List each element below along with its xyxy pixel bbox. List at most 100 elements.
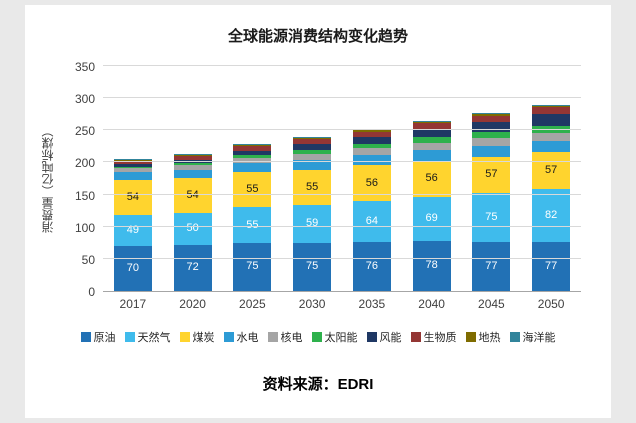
bar-segment-地热[interactable] [352,130,391,132]
bar-segment-风能[interactable] [532,114,571,127]
bar-segment-煤炭[interactable]: 56 [352,165,391,202]
legend-label: 煤炭 [192,332,215,344]
bar-segment-地热[interactable] [472,114,511,116]
bar-segment-原油[interactable]: 70 [113,246,152,291]
bar-2025[interactable]: 75 55 55 [233,144,272,291]
bar-segment-太阳能[interactable] [173,163,212,166]
bar-segment-太阳能[interactable] [293,150,332,155]
bar-segment-海洋能[interactable] [113,159,152,160]
bar-segment-地热[interactable] [412,121,451,124]
bar-segment-地热[interactable] [293,138,332,140]
bar-segment-水电[interactable] [173,169,212,178]
bar-segment-水电[interactable] [113,172,152,180]
bar-segment-天然气[interactable]: 59 [293,204,332,243]
bar-segment-核电[interactable] [532,132,571,141]
bar-segment-风能[interactable] [233,150,272,156]
bar-segment-生物质[interactable] [113,160,152,165]
bar-segment-天然气[interactable]: 75 [472,193,511,242]
bar-segment-生物质[interactable] [233,146,272,151]
bar-segment-海洋能[interactable] [412,120,451,122]
bar-segment-原油[interactable]: 77 [532,241,571,291]
bar-2050[interactable]: 77 82 57 [532,104,571,291]
bar-segment-水电[interactable] [233,163,272,173]
bar-segment-太阳能[interactable] [412,137,451,143]
bar-segment-海洋能[interactable] [293,136,332,139]
bar-segment-风能[interactable] [293,144,332,151]
bar-segment-天然气[interactable]: 64 [352,201,391,243]
bar-segment-生物质[interactable] [532,107,571,115]
y-axis-title: 消费量（亿吨标煤） [41,125,55,234]
bar-segment-风能[interactable] [352,136,391,144]
legend-item-地热[interactable]: 地热 [465,329,501,345]
bar-segment-生物质[interactable] [472,115,511,122]
bar-segment-煤炭[interactable]: 55 [293,169,332,205]
legend-item-风能[interactable]: 风能 [366,329,402,345]
bar-segment-天然气[interactable]: 69 [412,196,451,241]
bar-segment-太阳能[interactable] [233,155,272,158]
bar-segment-风能[interactable] [472,121,511,133]
bar-segment-煤炭[interactable]: 57 [532,152,571,189]
bar-segment-水电[interactable] [412,149,451,161]
legend-item-原油[interactable]: 原油 [80,329,116,345]
legend-item-太阳能[interactable]: 太阳能 [311,329,358,345]
bar-segment-海洋能[interactable] [532,104,571,106]
bar-segment-水电[interactable] [352,154,391,166]
bar-2040[interactable]: 78 69 56 [412,120,451,291]
bar-segment-地热[interactable] [532,105,571,108]
bar-segment-太阳能[interactable] [113,166,152,169]
bar-segment-天然气[interactable]: 82 [532,188,571,242]
bar-segment-核电[interactable] [472,138,511,146]
bar-segment-原油[interactable]: 75 [293,242,332,291]
bar-segment-原油[interactable]: 72 [173,244,212,291]
bar-segment-原油[interactable]: 77 [472,241,511,291]
bar-2017[interactable]: 70 49 54 [113,159,152,291]
bar-segment-核电[interactable] [113,168,152,173]
bar-segment-水电[interactable] [472,145,511,157]
bar-segment-原油[interactable]: 78 [412,240,451,291]
bar-segment-水电[interactable] [532,140,571,153]
bar-segment-核电[interactable] [412,142,451,150]
bar-2030[interactable]: 75 59 55 [293,136,332,291]
bar-segment-水电[interactable] [293,159,332,170]
bar-segment-生物质[interactable] [293,139,332,145]
bar-segment-原油[interactable]: 75 [233,242,272,291]
bar-segment-风能[interactable] [113,164,152,167]
legend-item-天然气[interactable]: 天然气 [124,329,171,345]
legend-item-水电[interactable]: 水电 [223,329,259,345]
bar-2045[interactable]: 77 75 57 [472,112,511,291]
bar-segment-煤炭[interactable]: 55 [233,172,272,208]
bar-segment-天然气[interactable]: 50 [173,212,212,245]
bar-segment-生物质[interactable] [173,156,212,160]
bar-segment-地热[interactable] [173,154,212,157]
bar-segment-地热[interactable] [233,145,272,147]
bar-segment-煤炭[interactable]: 54 [113,179,152,215]
bar-segment-海洋能[interactable] [472,112,511,115]
bar-segment-核电[interactable] [293,154,332,160]
bar-segment-生物质[interactable] [412,123,451,130]
bar-segment-天然气[interactable]: 55 [233,207,272,243]
bar-segment-太阳能[interactable] [472,132,511,139]
legend-item-核电[interactable]: 核电 [267,329,303,345]
bar-2035[interactable]: 76 64 56 [352,129,391,291]
bar-segment-生物质[interactable] [352,131,391,137]
bar-segment-海洋能[interactable] [233,144,272,146]
bar-segment-原油[interactable]: 76 [352,242,391,291]
bar-value-label: 72 [186,261,199,274]
legend-item-煤炭[interactable]: 煤炭 [179,329,215,345]
bar-segment-核电[interactable] [173,165,212,170]
legend-item-海洋能[interactable]: 海洋能 [509,329,556,345]
bar-segment-核电[interactable] [233,157,272,164]
bar-2020[interactable]: 72 50 54 [173,154,212,291]
bar-segment-海洋能[interactable] [173,154,212,155]
bar-segment-地热[interactable] [113,159,152,161]
bar-segment-煤炭[interactable]: 56 [412,160,451,197]
bar-segment-风能[interactable] [412,129,451,138]
bar-segment-天然气[interactable]: 49 [113,214,152,246]
bar-segment-核电[interactable] [352,148,391,155]
legend-swatch [465,332,476,342]
bar-segment-太阳能[interactable] [352,143,391,149]
legend-item-生物质[interactable]: 生物质 [410,329,457,345]
bar-segment-煤炭[interactable]: 57 [472,156,511,194]
bar-segment-煤炭[interactable]: 54 [173,177,212,213]
legend: 原油 天然气 煤炭 水电 核电 太阳能 风能 生物质 地热 海洋能 [25,329,611,345]
